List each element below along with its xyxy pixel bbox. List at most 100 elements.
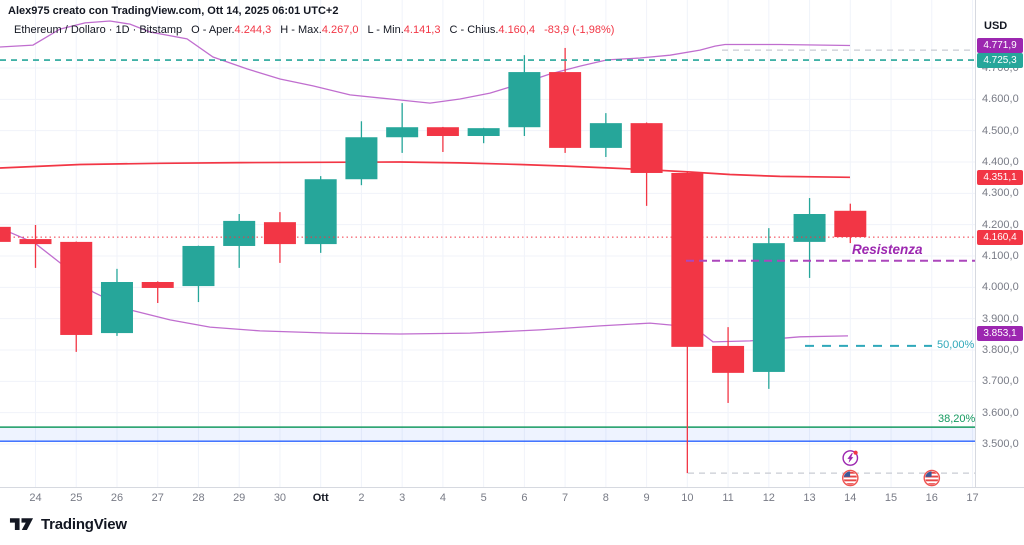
band-lower-line xyxy=(0,227,849,343)
candle-29[interactable] xyxy=(223,214,256,268)
candle-body xyxy=(223,220,256,246)
fib-zone-fill xyxy=(0,427,975,442)
chart-legend[interactable]: Ethereum / Dollaro · 1D · Bitstamp O - A… xyxy=(14,24,614,36)
price-badge: 4.725,3 xyxy=(977,52,1023,68)
candle-9[interactable] xyxy=(630,122,663,206)
candle-6[interactable] xyxy=(508,55,541,136)
x-axis-label: 16 xyxy=(925,492,938,504)
x-axis-label: 27 xyxy=(151,492,164,504)
candle-body xyxy=(712,345,745,373)
ohlc-value: 4.267,0 xyxy=(321,24,359,36)
candle-body xyxy=(793,214,826,242)
x-axis-label: 13 xyxy=(803,492,816,504)
us-flag-icon[interactable] xyxy=(841,469,859,487)
y-axis-label: 4.100,0 xyxy=(982,249,1019,262)
x-axis-label: 4 xyxy=(439,492,446,504)
x-axis-label: 2 xyxy=(358,492,365,504)
fib-38-percent-label[interactable]: 38,20% xyxy=(938,413,976,426)
candle-28[interactable] xyxy=(182,245,215,303)
grid xyxy=(0,0,975,487)
x-axis-label: 29 xyxy=(233,492,246,504)
x-axis-label: 3 xyxy=(399,492,406,504)
x-axis-label: 8 xyxy=(602,492,609,504)
fib-50-percent-label[interactable]: 50,00% xyxy=(937,338,975,351)
x-axis-label: 26 xyxy=(110,492,124,504)
flag-stripe xyxy=(843,471,857,474)
band-upper-line xyxy=(0,20,851,104)
candle-body xyxy=(426,127,459,136)
ohlc-item: H - Max.4.267,0 xyxy=(280,24,358,36)
x-axis-label: 9 xyxy=(643,492,650,504)
flag-stripe xyxy=(925,475,939,478)
candle-5[interactable] xyxy=(467,127,500,144)
attribution-text: Alex975 creato con TradingView.com, Ott … xyxy=(8,5,339,17)
candle-7[interactable] xyxy=(549,47,582,153)
candle-14[interactable] xyxy=(834,203,867,244)
flag-stripe xyxy=(925,471,939,474)
x-axis-label: Ott xyxy=(312,492,329,504)
us-flag xyxy=(843,471,857,485)
resistance-annotation-label[interactable]: Resistenza xyxy=(852,241,923,257)
x-axis-label: 15 xyxy=(884,492,898,504)
y-axis-label: 3.500,0 xyxy=(982,437,1019,450)
x-axis-label: 30 xyxy=(273,492,287,504)
candle-body xyxy=(589,123,622,148)
candle-8[interactable] xyxy=(589,113,622,157)
candle-25[interactable] xyxy=(60,241,93,352)
y-axis-label: 3.700,0 xyxy=(982,375,1019,388)
ohlc-value: 4.141,3 xyxy=(403,24,441,36)
notification-dot xyxy=(853,450,858,455)
candle-4[interactable] xyxy=(426,126,459,152)
y-axis-label: 4.000,0 xyxy=(982,281,1019,294)
x-axis-label: 11 xyxy=(722,492,734,504)
candle-body xyxy=(19,239,52,245)
ohlc-value: 4.244,3 xyxy=(234,24,272,36)
ohlc-item: O - Aper.4.244,3 xyxy=(191,24,271,36)
ohlc-label: C - Chius. xyxy=(449,24,499,36)
x-axis-label: 28 xyxy=(192,492,205,504)
tradingview-logo[interactable]: TradingView xyxy=(9,515,127,533)
flag-stripe xyxy=(843,475,857,478)
candle-27[interactable] xyxy=(141,281,174,303)
flag-stripe xyxy=(843,483,857,485)
candle-11[interactable] xyxy=(712,327,745,403)
candle-26[interactable] xyxy=(100,268,133,336)
candle-body xyxy=(834,210,867,238)
ohlc-label: L - Min. xyxy=(367,24,404,36)
lightning-bolt xyxy=(847,453,854,463)
candle-13[interactable] xyxy=(793,198,826,278)
x-axis-label: 17 xyxy=(966,492,979,504)
candle-partial[interactable] xyxy=(0,226,11,242)
candle-Ott[interactable] xyxy=(304,176,337,253)
candle-body xyxy=(508,72,541,128)
x-axis-label: 24 xyxy=(29,492,42,504)
ohlc-values: O - Aper.4.244,3 H - Max.4.267,0 L - Min.4… xyxy=(191,24,544,36)
candle-24[interactable] xyxy=(19,224,52,268)
lightning-icon[interactable] xyxy=(842,450,859,466)
ohlc-item: L - Min.4.141,3 xyxy=(368,24,441,36)
price-axis[interactable]: USD 4.700,0 4.600,0 4.500,0 4.400,0 4.300,0 4… xyxy=(975,0,1024,487)
candle-2[interactable] xyxy=(345,121,378,186)
candle-body xyxy=(549,72,582,148)
price-badge: 4.351,1 xyxy=(977,169,1023,185)
flag-ring xyxy=(923,469,941,487)
candle-body xyxy=(467,128,500,136)
change-value: -83,9 (-1,98%) xyxy=(544,24,615,36)
candle-body xyxy=(100,282,133,334)
candle-3[interactable] xyxy=(386,103,419,153)
y-axis-label: 4.600,0 xyxy=(982,93,1019,106)
tradingview-logo-icon xyxy=(9,518,34,530)
time-axis[interactable]: 24 25 26 27 28 29 30 Ott 2 3 4 5 6 7 8 9 10 11 12 13 14 15 16 1… xyxy=(0,487,1024,509)
price-badge: 4.771,9 xyxy=(977,37,1023,53)
currency-label: USD xyxy=(984,20,1008,32)
symbol-title[interactable]: Ethereum / Dollaro · 1D · Bitstamp xyxy=(14,24,183,36)
price-chart[interactable] xyxy=(0,0,1024,487)
y-axis-label: 3.900,0 xyxy=(982,312,1019,325)
candle-12[interactable] xyxy=(752,228,785,389)
candle-body xyxy=(630,123,663,173)
price-badge: 4.160,4 xyxy=(977,229,1023,245)
us-flag-icon[interactable] xyxy=(923,469,941,487)
moving-average-line xyxy=(0,161,851,179)
candle-body xyxy=(752,243,785,372)
ohlc-item: C - Chius.4.160,4 xyxy=(449,24,535,36)
